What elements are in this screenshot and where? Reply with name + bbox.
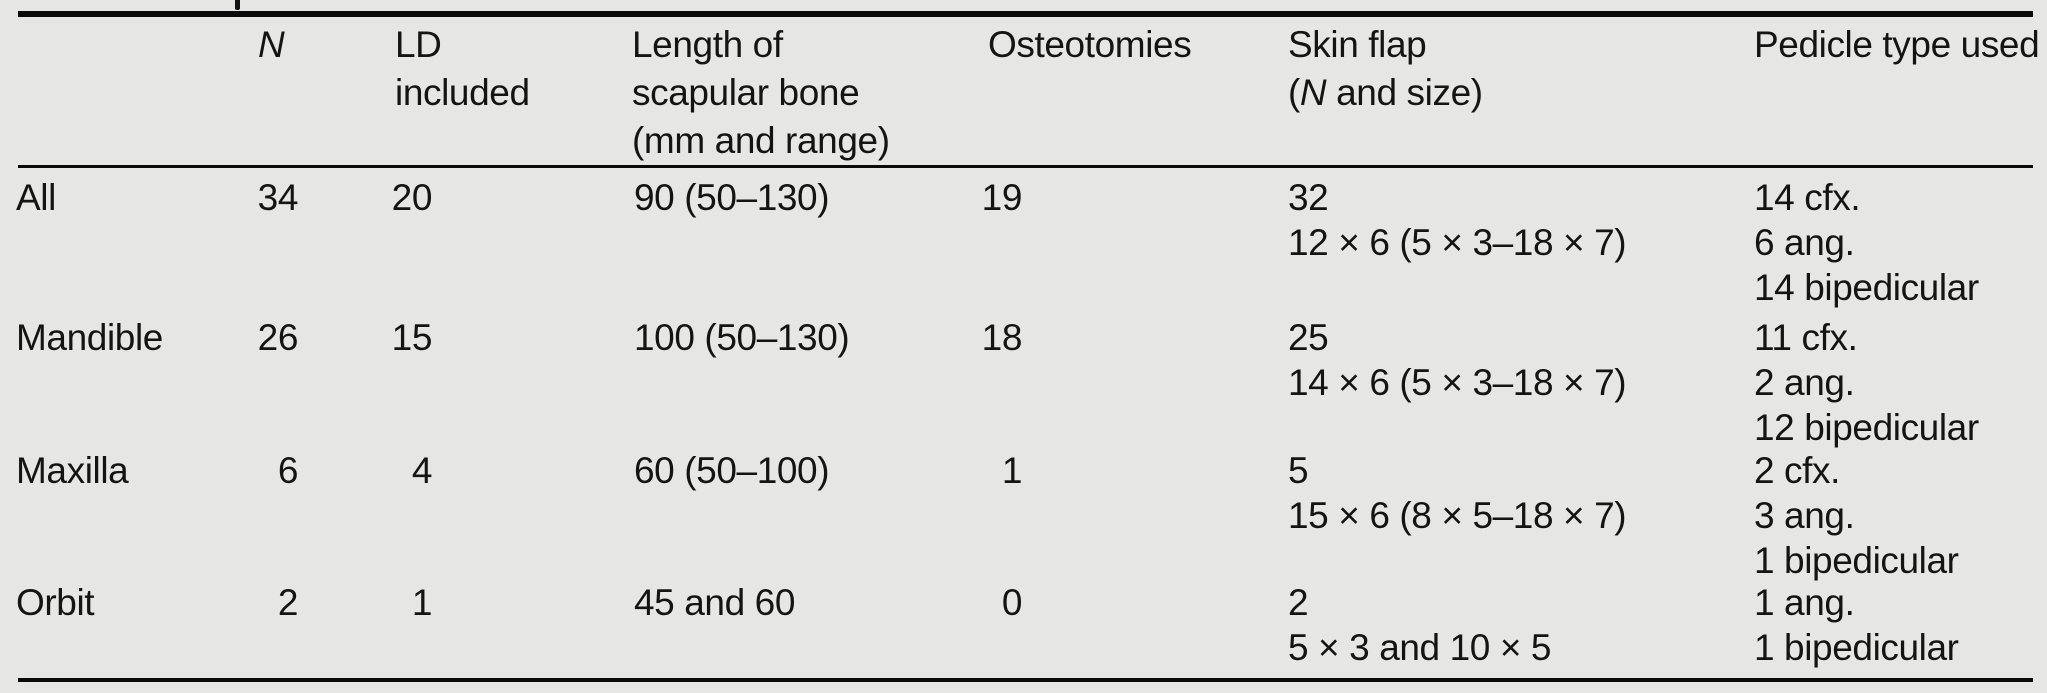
cell-skin-flap: 25 14 × 6 (5 × 3–18 × 7) — [1288, 317, 1627, 403]
cell-ld-included: 20 — [391, 177, 433, 218]
cell-n: 2 — [277, 582, 299, 623]
cropped-caption-text-fragment — [235, 0, 240, 10]
cell-osteotomies: 1 — [1001, 450, 1023, 491]
table-top-rule — [18, 11, 2033, 17]
cell-bone-length: 100 (50–130) — [634, 317, 850, 358]
cell-osteotomies: 18 — [981, 317, 1023, 358]
cell-n: 6 — [277, 450, 299, 491]
column-header-n-label: N — [258, 24, 285, 65]
column-header-pedicle-type-used: Pedicle type used — [1754, 24, 2040, 65]
cell-n: 26 — [257, 317, 299, 358]
table-header-rule — [18, 165, 2033, 168]
cell-osteotomies: 0 — [1001, 582, 1023, 623]
row-label: Mandible — [16, 317, 163, 358]
cell-osteotomies: 19 — [981, 177, 1023, 218]
column-header-n: N — [258, 21, 285, 69]
row-label: Maxilla — [16, 450, 129, 491]
cell-bone-length: 45 and 60 — [634, 582, 796, 623]
cell-skin-flap: 2 5 × 3 and 10 × 5 — [1288, 582, 1552, 668]
cell-pedicle-type: 11 cfx. 2 ang. 12 bipedicular — [1754, 317, 1979, 448]
table-bottom-rule — [18, 678, 2033, 682]
cell-ld-included: 4 — [411, 450, 433, 491]
cell-pedicle-type: 1 ang. 1 bipedicular — [1754, 582, 1959, 668]
cell-n: 34 — [257, 177, 299, 218]
cell-bone-length: 90 (50–130) — [634, 177, 830, 218]
cell-bone-length: 60 (50–100) — [634, 450, 830, 491]
column-header-length-of-scapular-bone: Length of scapular bone (mm and range) — [632, 24, 890, 161]
cell-pedicle-type: 14 cfx. 6 ang. 14 bipedicular — [1754, 177, 1979, 308]
cell-ld-included: 15 — [391, 317, 433, 358]
row-label: Orbit — [16, 582, 95, 623]
column-header-skin-flap: Skin flap (N and size) — [1288, 24, 1483, 113]
row-label: All — [16, 177, 56, 218]
cell-skin-flap: 5 15 × 6 (8 × 5–18 × 7) — [1288, 450, 1627, 536]
column-header-ld-included: LD included — [395, 24, 530, 113]
cell-skin-flap: 32 12 × 6 (5 × 3–18 × 7) — [1288, 177, 1627, 263]
cell-ld-included: 1 — [411, 582, 433, 623]
cell-pedicle-type: 2 cfx. 3 ang. 1 bipedicular — [1754, 450, 1959, 581]
column-header-osteotomies: Osteotomies — [988, 24, 1192, 65]
